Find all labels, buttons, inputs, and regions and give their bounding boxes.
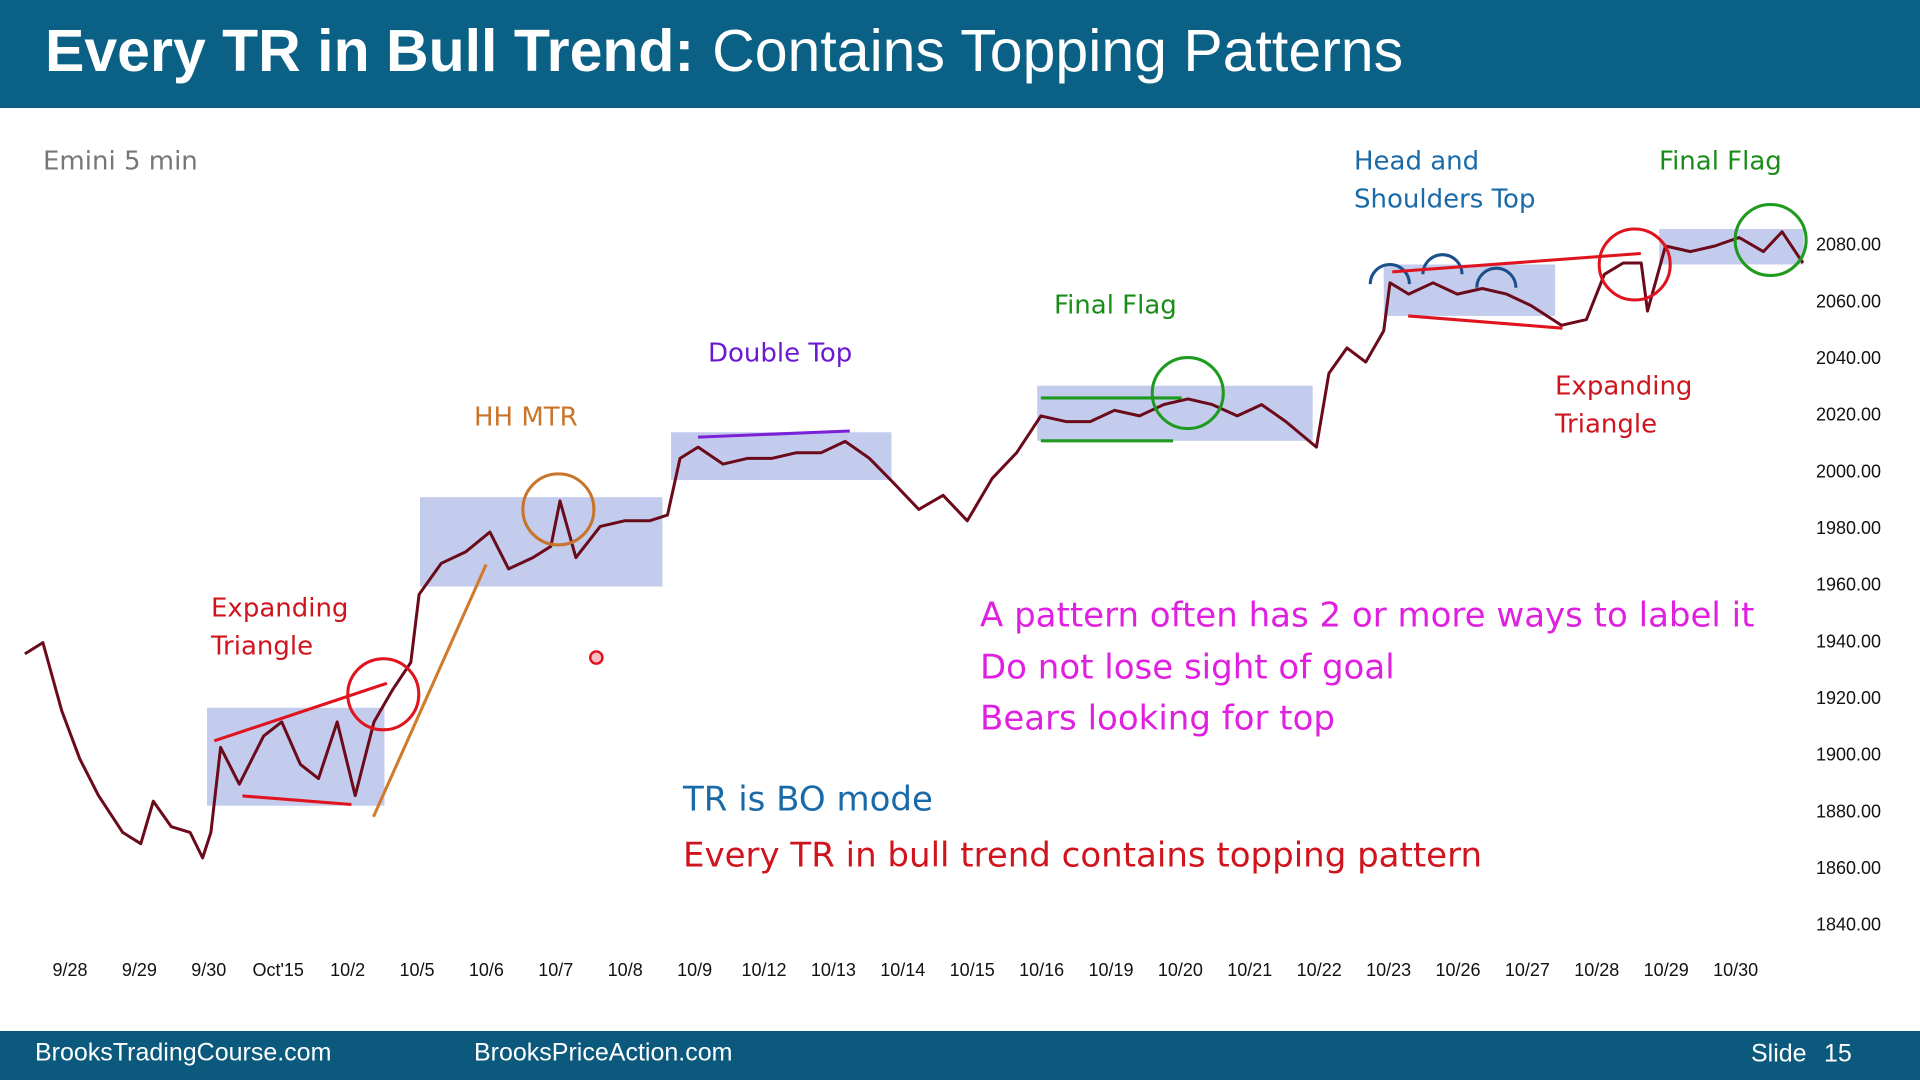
range-boxes (206, 228, 1804, 806)
circle (1597, 227, 1672, 302)
circle (521, 472, 596, 547)
x-tick-label: 10/6 (469, 960, 504, 980)
x-tick-label: 10/9 (677, 960, 712, 980)
pattern-lines (213, 202, 1808, 818)
circle (346, 657, 421, 732)
y-tick-label: 1860.00 (1816, 858, 1881, 878)
x-tick-label: 9/30 (191, 960, 226, 980)
annotation: Expanding (1555, 372, 1692, 402)
x-tick-label: 10/21 (1227, 960, 1272, 980)
y-tick-label: 1880.00 (1816, 801, 1881, 821)
y-tick-label: 2080.00 (1816, 235, 1881, 255)
pointer-dot (588, 650, 604, 665)
plot (24, 230, 1805, 860)
x-tick-label: 10/30 (1713, 960, 1758, 980)
x-tick-label: 10/27 (1505, 960, 1550, 980)
footer-band (0, 1031, 1920, 1080)
note: Bears looking for top (980, 699, 1335, 739)
x-tick-label: 9/29 (122, 960, 157, 980)
header-band (0, 0, 1920, 108)
x-tick-label: 10/8 (608, 960, 643, 980)
x-tick-label: 10/2 (330, 960, 365, 980)
range-box (1037, 385, 1313, 441)
circle (1733, 202, 1808, 278)
y-tick-label: 2000.00 (1816, 461, 1881, 481)
x-tick-label: 10/5 (399, 960, 434, 980)
circle (1150, 356, 1225, 431)
annotation: Triangle (210, 632, 313, 662)
footer-middle: BrooksPriceAction.com (474, 1039, 732, 1067)
y-tick-label: 1900.00 (1816, 745, 1881, 765)
note: Do not lose sight of goal (980, 648, 1395, 688)
triangle-line (242, 794, 352, 807)
slide-number: 15 (1824, 1040, 1852, 1068)
x-tick-label: 10/15 (950, 960, 995, 980)
y-tick-label: 2040.00 (1816, 348, 1881, 368)
trend-line (372, 563, 488, 818)
y-tick-label: 1940.00 (1816, 631, 1881, 651)
y-tick-label: 2060.00 (1816, 291, 1881, 311)
x-tick-label: 10/16 (1019, 960, 1064, 980)
y-tick-label: 1840.00 (1816, 915, 1881, 935)
price-line (24, 230, 1805, 860)
x-tick-label: 10/23 (1366, 960, 1411, 980)
note: A pattern often has 2 or more ways to la… (980, 596, 1754, 636)
x-tick-label: 10/14 (880, 960, 925, 980)
title-rest: Contains Topping Patterns (712, 18, 1403, 84)
x-tick-label: 10/7 (538, 960, 573, 980)
x-tick-label: 10/19 (1088, 960, 1133, 980)
annotation: Final Flag (1659, 147, 1782, 177)
triangle-line (1408, 314, 1563, 330)
title-bold: Every TR in Bull Trend: (45, 18, 694, 84)
x-tick-label: 10/22 (1297, 960, 1342, 980)
note: Every TR in bull trend contains topping … (683, 836, 1482, 876)
x-tick-label: 10/20 (1158, 960, 1203, 980)
y-tick-label: 2020.00 (1816, 405, 1881, 425)
annotation: Final Flag (1054, 291, 1177, 321)
chart-subtitle: Emini 5 min (43, 147, 198, 177)
x-tick-label: 10/26 (1435, 960, 1480, 980)
note: TR is BO mode (682, 780, 933, 820)
x-tick-label: 9/28 (52, 960, 87, 980)
y-tick-label: 1960.00 (1816, 575, 1881, 595)
annotation: Shoulders Top (1354, 185, 1535, 215)
triangle-line (213, 681, 388, 743)
slide-title: Every TR in Bull Trend: Contains Topping … (45, 18, 1403, 84)
annotation-shapes (206, 228, 1804, 806)
y-tick-label: 1920.00 (1816, 688, 1881, 708)
annotation: Triangle (1554, 410, 1657, 440)
annotation: HH MTR (474, 403, 578, 433)
x-tick-label: 10/29 (1644, 960, 1689, 980)
x-tick-label: 10/13 (811, 960, 856, 980)
y-tick-label: 1980.00 (1816, 518, 1881, 538)
annotation: Double Top (708, 339, 852, 369)
x-tick-label: Oct'15 (252, 960, 303, 980)
x-tick-label: 10/28 (1574, 960, 1619, 980)
double-top-line (697, 429, 850, 439)
annotation: Head and (1354, 147, 1479, 177)
annotation: Expanding (211, 594, 348, 624)
x-tick-label: 10/12 (741, 960, 786, 980)
slide-label: Slide (1751, 1040, 1807, 1068)
footer-left: BrooksTradingCourse.com (35, 1039, 331, 1067)
